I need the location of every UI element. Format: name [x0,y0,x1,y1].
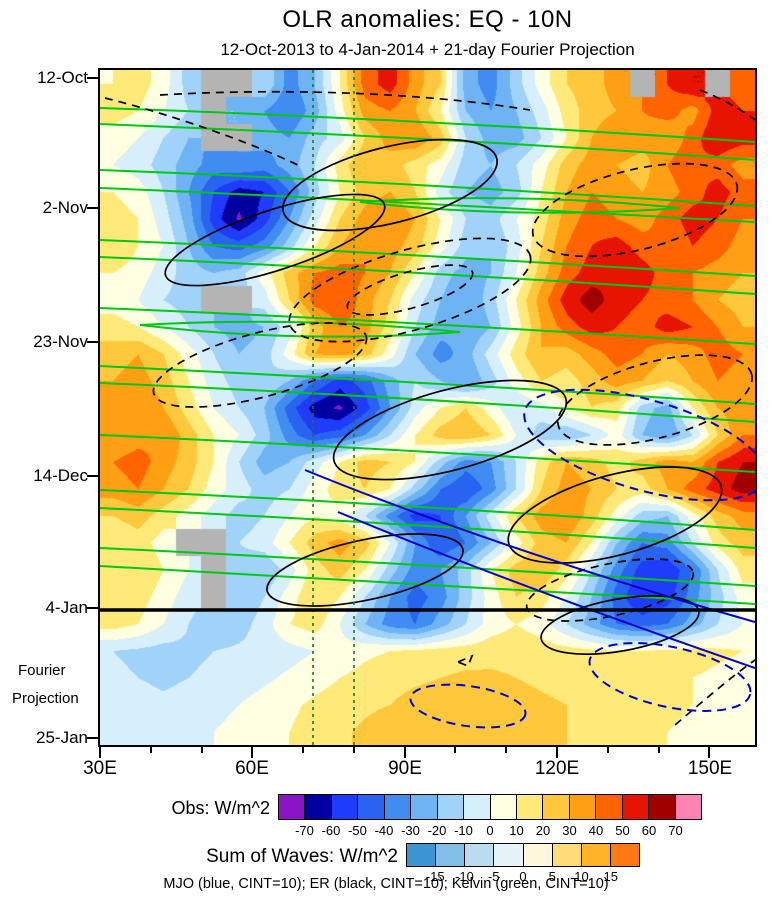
reference-lines [100,70,755,745]
colorbar-segment [516,795,544,819]
colorbar-tick-label: -60 [321,823,341,838]
tick-mark [87,207,99,209]
colorbar-tick-label: 10 [574,869,589,884]
tick-mark [200,746,203,753]
tick-mark [87,77,99,79]
tick-mark [251,746,254,758]
colorbar-tick-label: 0 [519,869,527,884]
waves-colorbar-ticks: -15 -10 -5 0 5 10 15 [406,869,640,885]
y-tick-label-4jan: 4-Jan [45,598,88,617]
colorbar-tick-label: 15 [603,869,618,884]
fourier-annotation-line2: Projection [12,690,79,707]
tick-mark [302,746,305,753]
colorbar-segment [494,844,524,866]
colorbar-segment [675,795,701,819]
tick-mark [149,746,152,753]
colorbar-segment [465,844,495,866]
tick-mark [87,341,99,343]
obs-colorbar [278,794,702,820]
colorbar-tick-label: -30 [401,823,420,838]
tick-mark [99,746,101,758]
colorbar-segment [279,795,306,819]
x-tick-label-120e: 120E [534,758,580,779]
x-tick-label-90e: 90E [388,758,422,779]
colorbar-segment [407,844,437,866]
colorbar-segment [411,795,438,819]
y-tick-label-14dec: 14-Dec [33,466,88,485]
tick-mark [505,746,508,753]
tick-mark [87,737,99,739]
y-tick-label-2nov: 2-Nov [42,198,88,217]
chart-subtitle: 12-Oct-2013 to 4-Jan-2014 + 21-day Fouri… [220,40,635,59]
obs-colorbar-label: Obs: W/m^2 [171,798,270,818]
tick-mark [403,746,406,758]
colorbar-segment [552,844,582,866]
heatmap-canvas [100,70,755,745]
contour-legend-note: MJO (blue, CINT=10); ER (black, CINT=10)… [163,876,609,892]
x-tick-label-60e: 60E [235,758,269,779]
tick-mark [352,746,355,753]
colorbar-segment [610,844,639,866]
colorbar-segment [523,844,553,866]
er-dashed-contours [104,89,755,726]
tick-mark [87,475,99,477]
colorbar-tick-label: 40 [588,823,604,838]
colorbar-tick-label: -50 [348,823,367,838]
colorbar-tick-label: -40 [374,823,394,838]
colorbar-segment [305,795,332,819]
chart-title: OLR anomalies: EQ - 10N [282,6,573,33]
tick-mark [555,746,558,758]
y-tick-label-23nov: 23-Nov [33,332,88,351]
x-tick-label-30e: 30E [83,758,117,779]
contour-overlay [100,70,755,745]
waves-colorbar-label: Sum of Waves: W/m^2 [206,846,398,867]
colorbar-tick-label: -10 [454,823,473,838]
colorbar-segment [581,844,611,866]
colorbar-tick-label: 5 [548,869,556,884]
colorbar-segment [490,795,517,819]
colorbar-tick-label: -10 [455,869,474,884]
kelvin-contours [100,107,755,605]
colorbar-segment [436,844,466,866]
waves-colorbar [406,843,640,867]
y-tick-label-12oct: 12-Oct [36,68,88,87]
colorbar-tick-label: -5 [487,869,500,884]
colorbar-tick-label: 0 [486,823,494,838]
colorbar-segment [596,795,623,819]
colorbar-segment [543,795,570,819]
fourier-annotation-line1: Fourier [18,662,66,679]
y-tick-label-25jan: 25-Jan [36,728,88,747]
colorbar-tick-label: 30 [562,823,577,838]
colorbar-segment [649,795,676,819]
colorbar-tick-label: 70 [668,823,683,838]
mjo-contours [304,388,755,729]
colorbar-segment [384,795,412,819]
colorbar-segment [358,795,385,819]
obs-colorbar-ticks: -70 -60 -50 -40 -30 -20 -10 0 10 20 30 40 50 60 70 [278,823,702,839]
colorbar-tick-label: -70 [295,823,314,838]
colorbar-tick-label: 10 [509,823,524,838]
colorbar-segment [331,795,359,819]
colorbar-segment [622,795,650,819]
colorbar-tick-label: -20 [427,823,447,838]
x-tick-label-150e: 150E [687,758,733,779]
colorbar-tick-label: 50 [615,823,630,838]
tick-mark [606,746,609,753]
tick-mark [708,746,711,758]
colorbar-segment [569,795,597,819]
colorbar-tick-label: -15 [425,869,445,884]
tick-mark [657,746,660,753]
colorbar-tick-label: 60 [641,823,657,838]
tick-mark [454,746,457,753]
colorbar-segment [437,795,465,819]
mjo-dashed-contours [409,388,755,729]
colorbar-segment [464,795,491,819]
colorbar-tick-label: 20 [535,823,551,838]
tick-mark [87,607,99,609]
